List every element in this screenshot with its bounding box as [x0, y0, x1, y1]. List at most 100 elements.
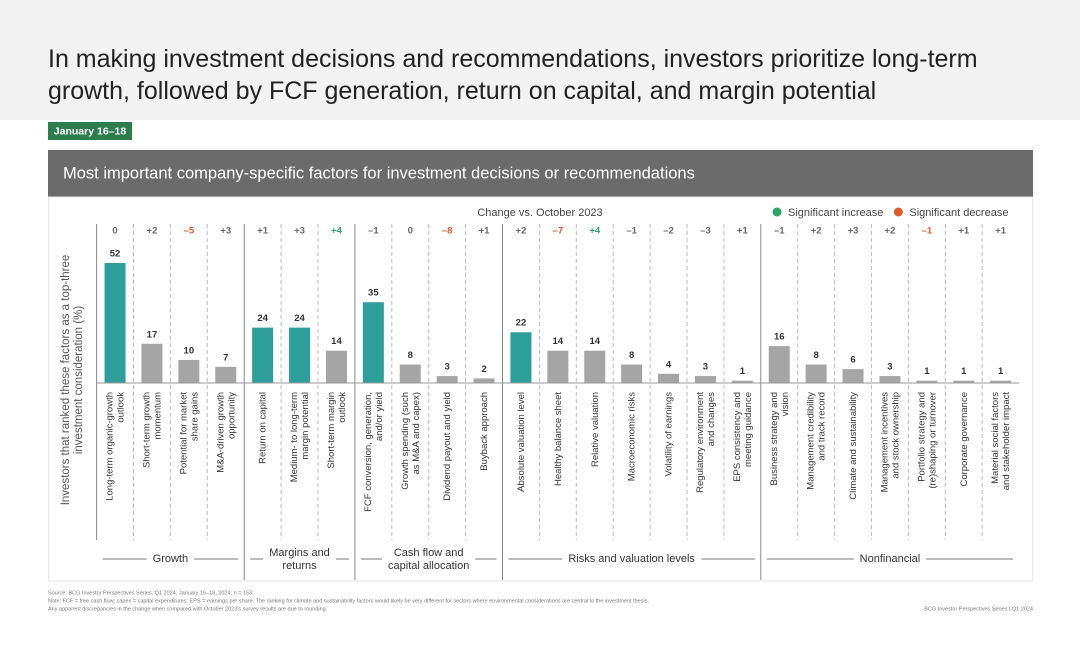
category-label-line: Management credibility	[805, 392, 816, 490]
value-label: 16	[774, 332, 785, 343]
value-label: 2	[481, 364, 486, 375]
footnote: Note: FCF = free cash flow; capex = capi…	[48, 598, 649, 604]
group-label-line: Risks and valuation levels	[568, 553, 695, 565]
category-label-line: share gains	[189, 392, 200, 441]
panel-header	[48, 150, 1033, 197]
change-label: +4	[589, 226, 601, 237]
change-label: –1	[368, 226, 379, 237]
value-label: 14	[331, 336, 342, 347]
value-label: 1	[998, 366, 1004, 377]
change-label: +3	[848, 226, 859, 237]
bar	[731, 380, 753, 383]
bar	[805, 364, 827, 383]
group-label-line: Growth	[153, 553, 188, 565]
title-background	[0, 0, 1080, 120]
category-label-line: opportunity	[226, 392, 237, 439]
change-label: +1	[995, 226, 1007, 237]
change-label: +4	[331, 226, 343, 237]
change-label: +2	[885, 226, 896, 237]
category-label-line: Growth spending (such	[399, 392, 410, 490]
category-label-line: Healthy balance sheet	[552, 392, 563, 486]
category-label-line: Material social factors	[990, 392, 1001, 484]
category-label: Business strategy andvision	[768, 392, 790, 485]
category-label-line: Dividend payout and yield	[442, 392, 453, 501]
change-label: +3	[220, 226, 231, 237]
value-label: 8	[408, 350, 413, 361]
group-label: Cash flow and capital allocation	[388, 547, 469, 572]
bar	[953, 380, 975, 383]
value-label: 1	[961, 366, 967, 377]
change-label: +2	[811, 226, 822, 237]
bar	[325, 350, 347, 383]
title-line: In making investment decisions and recom…	[48, 45, 978, 73]
category-label-line: and track record	[816, 392, 827, 461]
change-label: +2	[147, 226, 158, 237]
group-label-line: capital allocation	[388, 560, 469, 572]
credit: BCG Investor Perspectives Series | Q1 20…	[924, 606, 1033, 612]
bar	[694, 376, 716, 383]
category-label-line: Relative valuation	[589, 392, 600, 467]
category-label: Long-term organic-growthoutlook	[104, 392, 126, 501]
change-label: –1	[774, 226, 785, 237]
change-label: +1	[479, 226, 491, 237]
value-label: 8	[814, 350, 819, 361]
category-label: Short-term marginoutlook	[325, 392, 347, 469]
bar	[436, 376, 458, 383]
category-label: Management incentivesand stock ownership	[879, 392, 901, 493]
change-label: –3	[700, 226, 711, 237]
bar	[510, 332, 532, 383]
category-label-line: meeting guidance	[742, 392, 753, 467]
group-label-line: returns	[282, 560, 317, 572]
value-label: 1	[924, 366, 930, 377]
value-label: 22	[516, 318, 527, 329]
category-label: Material social factorsand stakeholder i…	[990, 392, 1012, 491]
category-label-line: Long-term organic-growth	[104, 392, 115, 501]
change-label: +1	[257, 226, 269, 237]
bar	[658, 373, 680, 383]
category-label: Absolute valuation level	[515, 392, 526, 492]
category-label: Relative valuation	[589, 392, 600, 467]
y-axis-label: Investors that ranked these factors as a…	[60, 255, 85, 506]
group-label-line: Margins and	[269, 547, 330, 559]
value-label: 3	[445, 362, 450, 373]
bar	[362, 302, 384, 383]
category-label-line: (re)shaping or turnover	[927, 392, 938, 489]
value-label: 3	[887, 362, 892, 373]
bar	[473, 378, 495, 383]
group-label-line: Nonfinancial	[860, 553, 921, 565]
bar	[104, 263, 126, 383]
group-label: Margins and returns	[269, 547, 330, 572]
bar	[215, 366, 237, 383]
bar	[621, 364, 643, 383]
bar	[768, 346, 790, 383]
category-label-line: momentum	[152, 392, 163, 440]
group-label: Nonfinancial	[860, 553, 921, 565]
category-label-line: Management incentives	[879, 392, 890, 493]
category-label-line: Macroeconomic risks	[626, 392, 637, 481]
category-label: Return on capital	[257, 392, 268, 464]
category-label-line: Regulatory environment	[694, 392, 705, 493]
category-label: Climate and sustainability	[848, 392, 859, 500]
legend-marker	[893, 207, 903, 217]
category-label-line: Portfolio strategy and	[916, 392, 927, 482]
category-label-line: Volatility of earnings	[663, 392, 674, 477]
group-label: Risks and valuation levels	[568, 553, 695, 565]
value-label: 10	[184, 345, 195, 356]
bar	[252, 327, 274, 383]
y-axis-label-line: Investors that ranked these factors as a…	[60, 255, 72, 506]
category-label: Regulatory environmentand changes	[694, 392, 716, 493]
bar	[842, 369, 864, 383]
category-label: M&A-driven growthopportunity	[215, 392, 237, 473]
change-label: –2	[663, 226, 674, 237]
change-label: –1	[626, 226, 637, 237]
category-label-line: FCF conversion, generation,	[362, 392, 373, 512]
chart-title: In making investment decisions and recom…	[48, 45, 978, 105]
footnote: Source: BCG Investor Perspectives Series…	[48, 590, 254, 596]
category-label-line: EPS consistency and	[731, 392, 742, 482]
value-label: 14	[589, 336, 600, 347]
bar	[916, 380, 938, 383]
change-label: 0	[112, 226, 117, 237]
change-label: +2	[516, 226, 527, 237]
